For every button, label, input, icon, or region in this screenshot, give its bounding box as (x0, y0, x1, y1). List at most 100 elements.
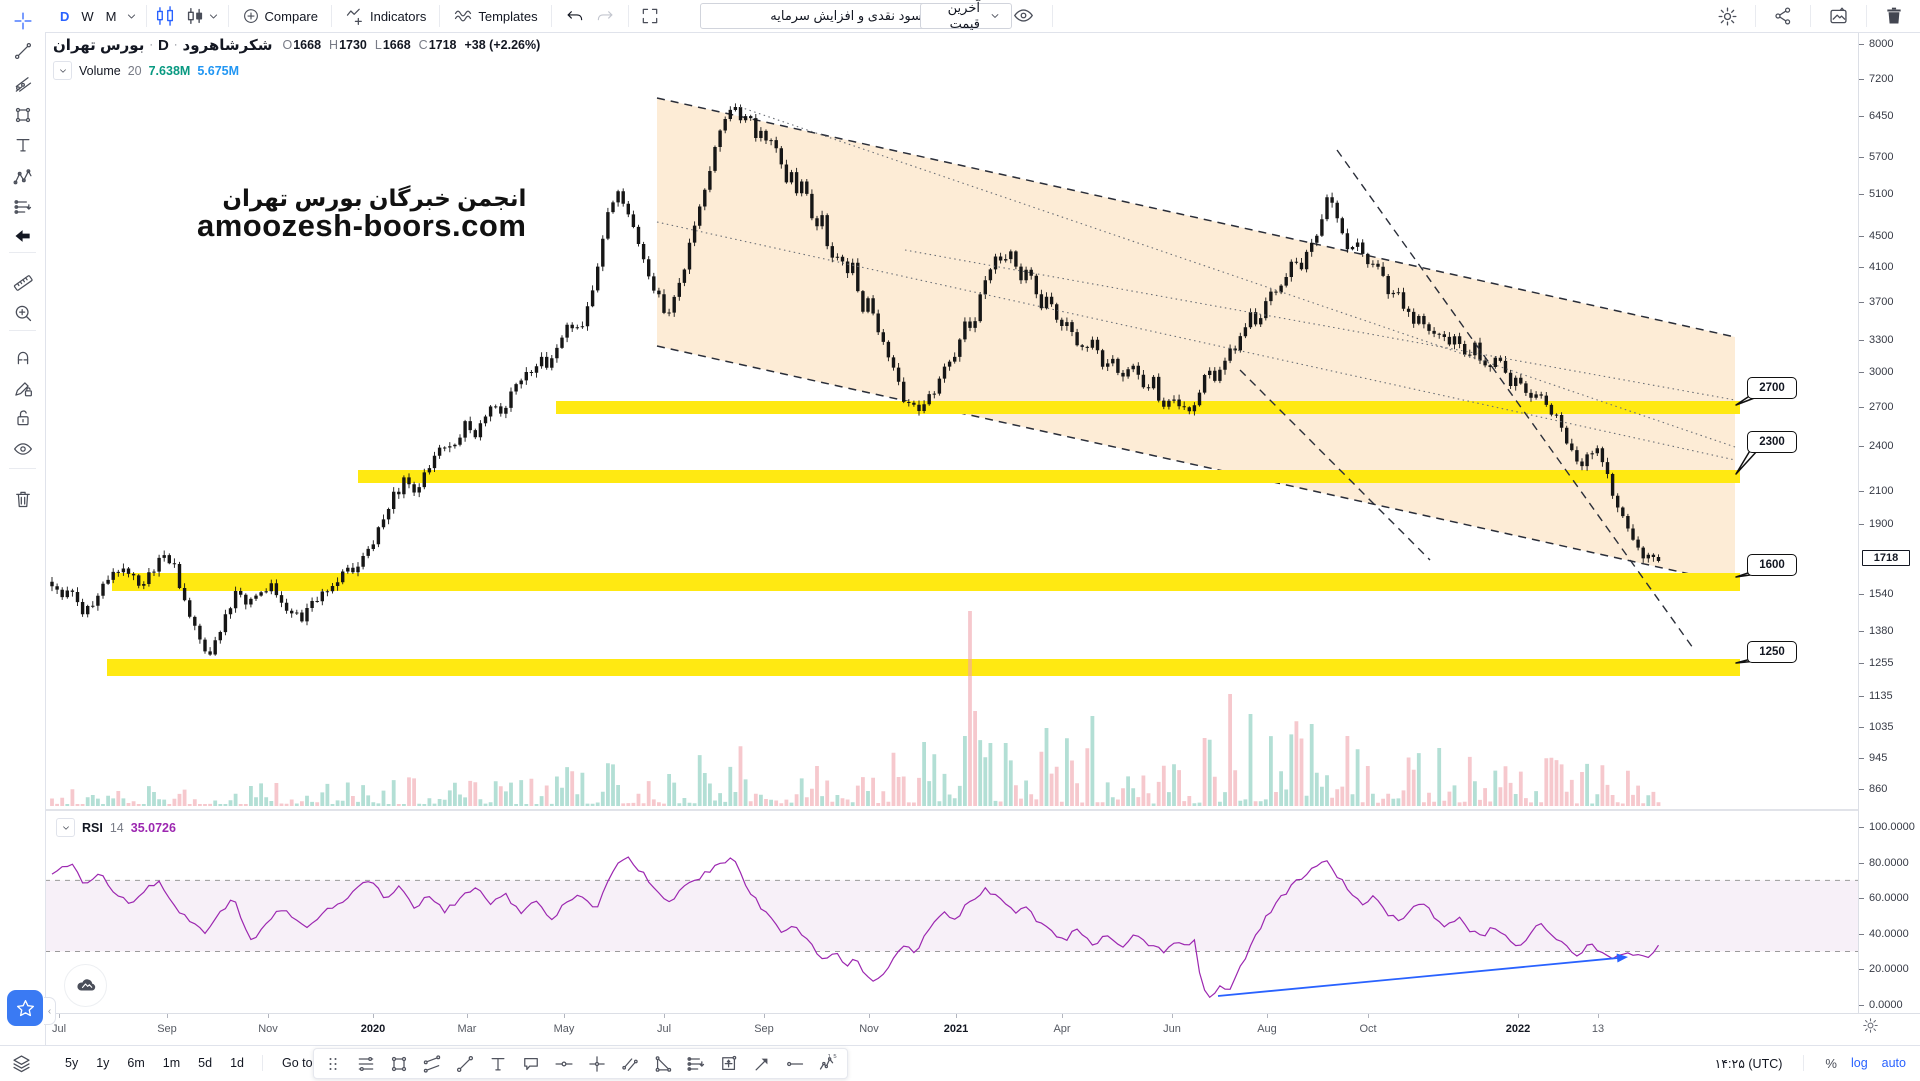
dividends-dropdown[interactable]: سود نقدی و افزایش سرمایه (700, 3, 954, 29)
pattern-tool-icon[interactable] (10, 164, 35, 189)
time-tick-mark (1518, 1014, 1519, 1018)
price-tick-label: 945 (1858, 751, 1888, 764)
price-tick-label: 1380 (1858, 625, 1894, 638)
chart-style-chevron-down-icon[interactable] (206, 9, 221, 24)
price-tick-label: 5700 (1858, 151, 1894, 164)
arrow-tool-icon[interactable] (747, 1051, 777, 1077)
time-tick-label: Nov (258, 1023, 278, 1035)
price-tick-label: 5100 (1858, 188, 1894, 201)
time-tick-label: Aug (1257, 1023, 1277, 1035)
level-callout-1600[interactable]: 1600 (1747, 554, 1797, 576)
interval-w-button[interactable]: W (81, 8, 94, 24)
cloud-mountain-logo-icon (74, 974, 98, 998)
watermark-line2: amoozesh-boors.com (197, 208, 527, 244)
range-1m-button[interactable]: 1m (162, 1056, 181, 1070)
price-tick-label: 4500 (1858, 230, 1894, 243)
range-1d-button[interactable]: 1d (230, 1056, 244, 1070)
zoom-in-icon[interactable] (10, 300, 35, 325)
time-tick-mark (59, 1014, 60, 1018)
rsi-value: 35.0726 (130, 820, 176, 835)
parallel-channel-tool-icon[interactable] (417, 1051, 447, 1077)
price-mode-dropdown[interactable]: آخرین قیمت (920, 0, 1012, 31)
level-callout-1250[interactable]: 1250 (1747, 641, 1797, 663)
indicators-button[interactable]: Indicators (339, 3, 432, 29)
price-tick-label: 3700 (1858, 295, 1894, 308)
chart-style-alt-icon[interactable] (184, 5, 206, 27)
volume-collapse-chevron[interactable] (53, 61, 72, 80)
price-tick-label: 2400 (1858, 440, 1894, 453)
redo-icon[interactable] (596, 7, 615, 26)
visibility-eye-icon[interactable] (1013, 5, 1034, 26)
auto-scale-button[interactable]: auto (1881, 1056, 1906, 1070)
crosshair-tool-icon[interactable] (10, 8, 35, 33)
projection-tool-icon[interactable] (681, 1051, 711, 1077)
price-chart-canvas[interactable] (45, 32, 1858, 1013)
horizontal-lines-tool-icon[interactable] (351, 1051, 381, 1077)
trendline-tool-icon[interactable] (450, 1051, 480, 1077)
svg-text:1: 1 (828, 1054, 831, 1060)
shapes-tool-icon[interactable] (10, 102, 35, 127)
compare-button[interactable]: Compare (236, 3, 324, 29)
text-tool-icon[interactable] (10, 132, 35, 157)
fullscreen-icon[interactable] (640, 6, 660, 26)
rsi-collapse-chevron[interactable] (56, 818, 75, 837)
range-6m-button[interactable]: 6m (127, 1056, 145, 1070)
templates-button[interactable]: Templates (447, 3, 543, 29)
price-label-tool-icon[interactable] (549, 1051, 579, 1077)
hide-drawings-eye-icon[interactable] (10, 436, 35, 461)
callout-tool-icon[interactable] (516, 1051, 546, 1077)
forecast-tool-icon[interactable] (10, 194, 35, 219)
text-tool-icon[interactable] (483, 1051, 513, 1077)
collapse-toolbar-handle[interactable]: ‹ (44, 997, 56, 1025)
volume-legend: Volume 20 7.638M 5.675M (53, 61, 239, 80)
chart-style-candles-icon[interactable] (154, 5, 176, 27)
rectangle-tool-icon[interactable] (384, 1051, 414, 1077)
magnet-mode-icon[interactable] (10, 344, 35, 369)
goto-date-button[interactable]: Go to... (281, 1056, 323, 1070)
clock-utc[interactable]: ۱۴:۲۵ (UTC) (1714, 1056, 1783, 1071)
percent-scale-button[interactable]: % (1825, 1055, 1837, 1071)
palette-drag-handle[interactable] (318, 1051, 348, 1077)
interval-m-button[interactable]: M (105, 8, 117, 24)
arrow-marker-tool-icon[interactable] (10, 223, 35, 248)
settings-gear-icon[interactable] (1717, 6, 1738, 27)
triangle-tool-icon[interactable] (648, 1051, 678, 1077)
time-tick-label: May (553, 1023, 575, 1035)
share-icon[interactable] (1773, 6, 1793, 26)
axis-settings-gear-icon[interactable] (1862, 1017, 1879, 1034)
stay-in-drawing-mode-icon[interactable] (10, 375, 35, 400)
price-axis[interactable]: 1718 8000 7200 6450 5700 5100 4500 4100 3700 330… (1858, 32, 1920, 1013)
price-tick-label: 1135 (1859, 690, 1893, 703)
range-5y-button[interactable]: 5y (65, 1056, 79, 1070)
delete-trash-icon[interactable] (1884, 6, 1904, 26)
range-1y-button[interactable]: 1y (96, 1056, 110, 1070)
time-tick-label: 2020 (360, 1023, 386, 1035)
price-tick-label: 8000 (1858, 38, 1894, 50)
horizontal-ray-tool-icon[interactable] (780, 1051, 810, 1077)
level-callout-2700[interactable]: 2700 (1747, 377, 1797, 399)
undo-icon[interactable] (565, 7, 584, 26)
favorites-star-button[interactable] (7, 990, 43, 1026)
log-scale-button[interactable]: log (1850, 1056, 1868, 1070)
interval-d-button[interactable]: D (60, 8, 70, 24)
level-callout-2300[interactable]: 2300 (1747, 431, 1797, 453)
parallel-lines-tool-icon[interactable] (615, 1051, 645, 1077)
measure-ruler-icon[interactable] (10, 268, 35, 293)
trendline-tool-icon[interactable] (10, 38, 35, 63)
time-axis[interactable]: Jul Sep Nov 2020 Mar May Jul Sep Nov 2021 Apr Jun Au… (45, 1013, 1920, 1046)
time-tick-mark (1062, 1014, 1063, 1018)
topbar-right-icons (1707, 0, 1920, 32)
snapshot-camera-icon[interactable] (1828, 6, 1849, 27)
remove-drawings-trash-icon[interactable] (10, 486, 35, 511)
date-price-range-tool-icon[interactable] (714, 1051, 744, 1077)
interval-chevron-down-icon[interactable] (124, 9, 139, 24)
gann-fib-tool-icon[interactable] (10, 71, 35, 96)
cross-line-tool-icon[interactable] (582, 1051, 612, 1077)
symbol-title[interactable]: شکرشاهرود · D · بورس تهران (53, 36, 273, 55)
lock-drawings-icon[interactable] (10, 405, 35, 430)
time-tick-mark (1368, 1014, 1369, 1018)
object-tree-layers-icon[interactable] (11, 1053, 32, 1074)
range-5d-button[interactable]: 5d (198, 1056, 213, 1070)
rsi-tick-label: 80.0000 (1859, 856, 1909, 869)
